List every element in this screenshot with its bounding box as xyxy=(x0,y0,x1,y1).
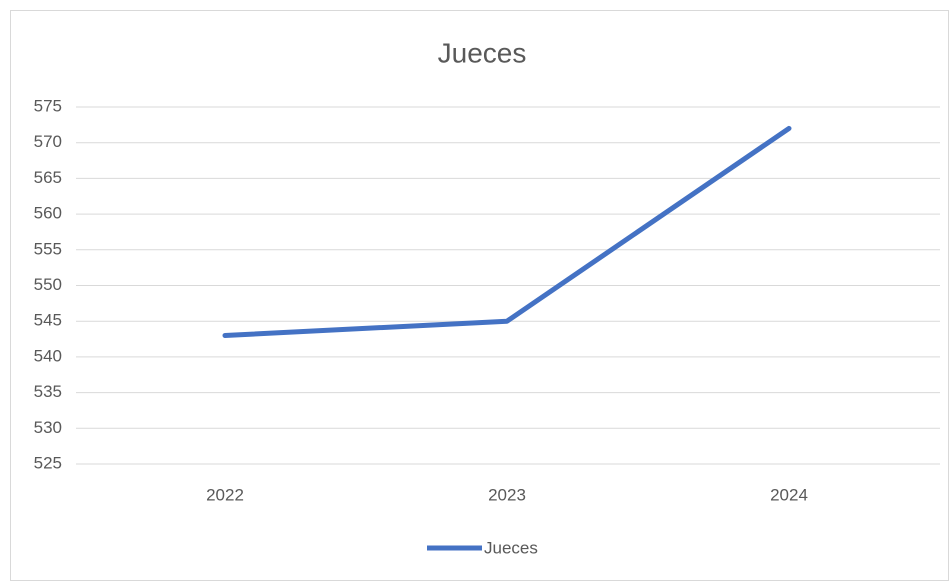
y-tick-label: 550 xyxy=(34,275,62,294)
x-tick-label: 2024 xyxy=(770,485,808,504)
x-tick-label: 2023 xyxy=(488,485,526,504)
y-tick-label: 570 xyxy=(34,132,62,151)
chart-title: Jueces xyxy=(438,37,527,68)
y-tick-label: 540 xyxy=(34,346,62,365)
line-series xyxy=(222,125,792,338)
y-tick-label: 535 xyxy=(34,382,62,401)
y-tick-label: 565 xyxy=(34,168,62,187)
y-tick-label: 560 xyxy=(34,204,62,223)
chart-border xyxy=(10,10,949,581)
y-tick-label: 555 xyxy=(34,239,62,258)
y-tick-label: 545 xyxy=(34,311,62,330)
legend-label: Jueces xyxy=(484,538,538,557)
y-tick-label: 575 xyxy=(34,96,62,115)
x-tick-label: 2022 xyxy=(206,485,244,504)
y-tick-label: 525 xyxy=(34,453,62,472)
y-tick-label: 530 xyxy=(34,418,62,437)
